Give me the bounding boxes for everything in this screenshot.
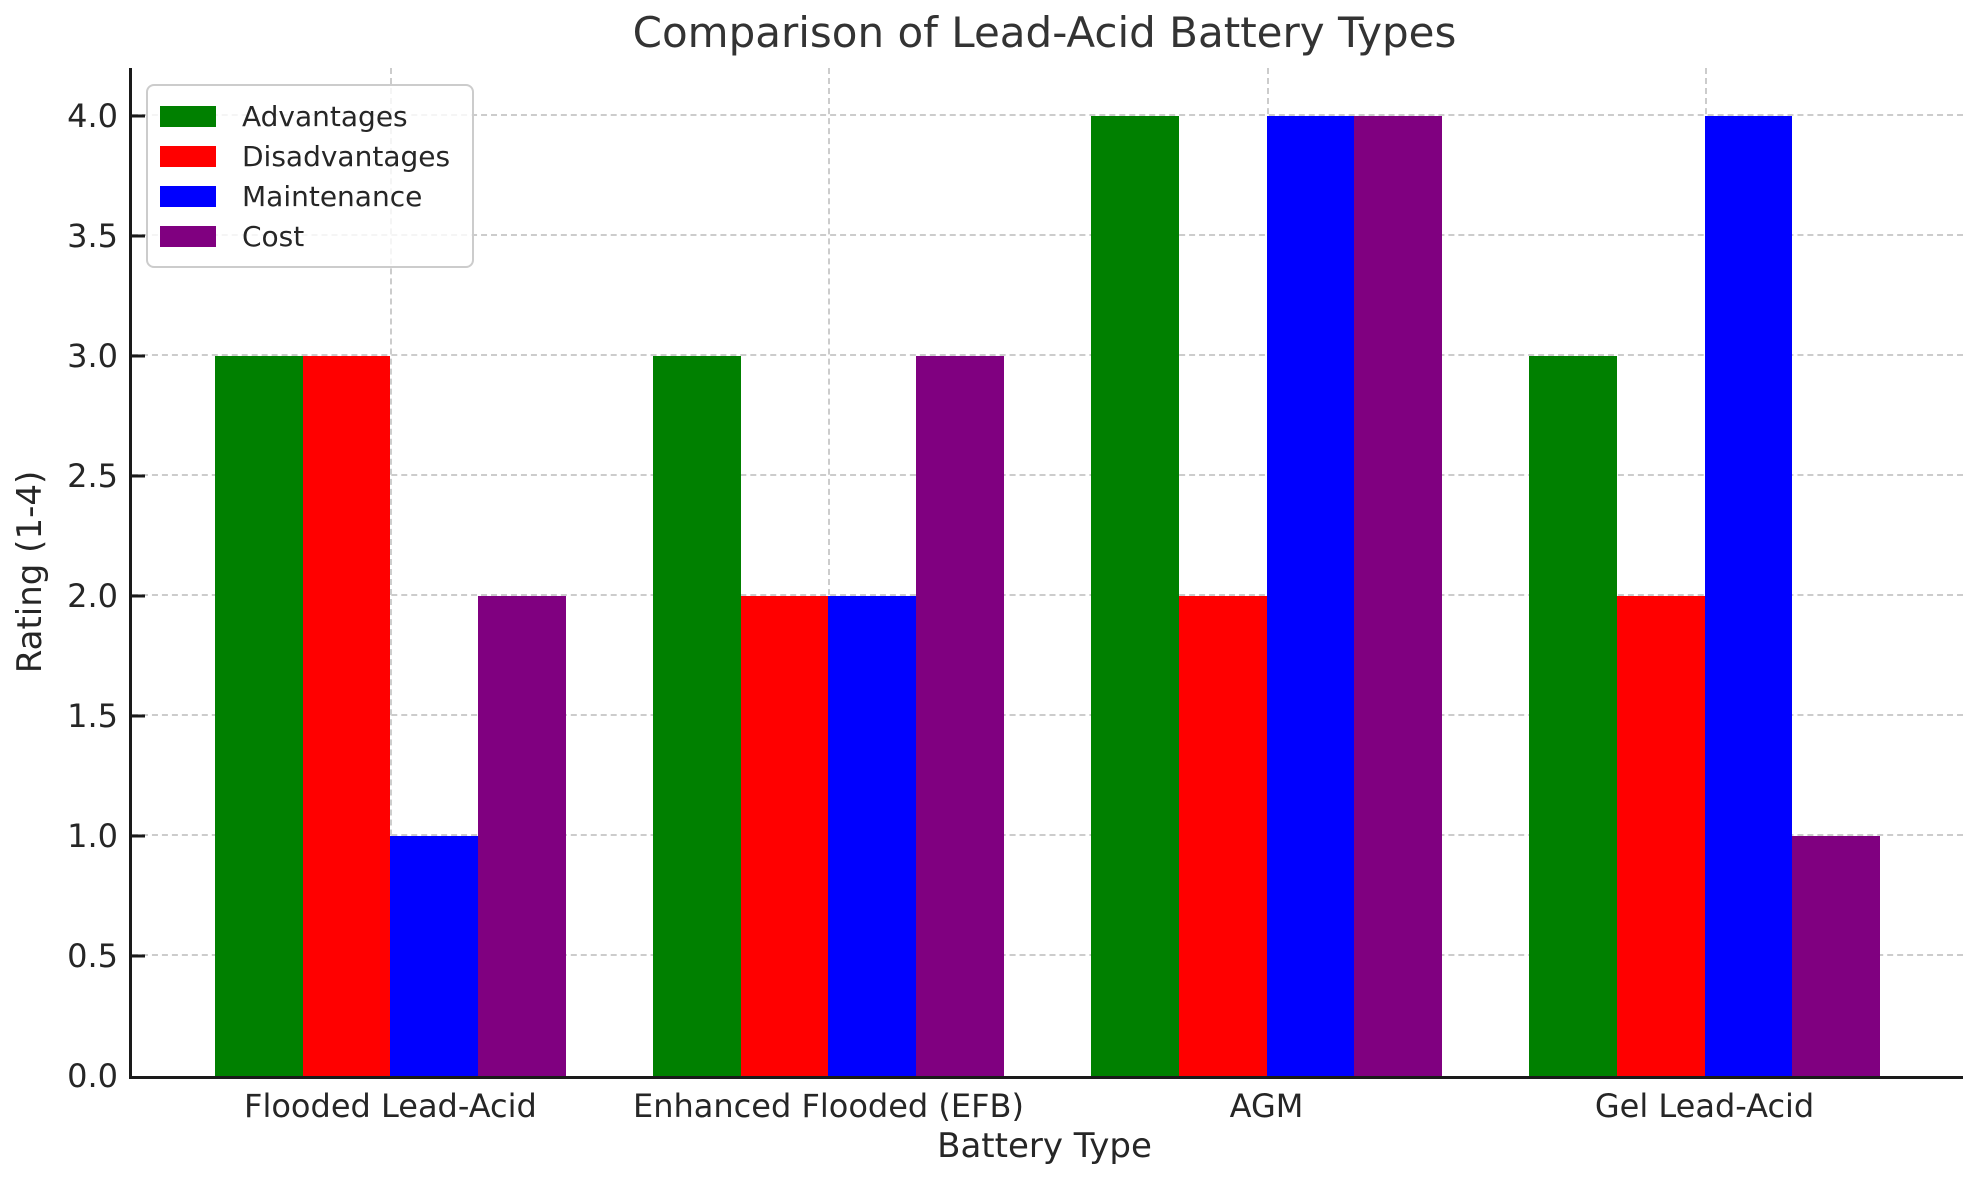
legend-item-advantages: Advantages (160, 96, 450, 136)
legend-item-cost: Cost (160, 216, 450, 256)
bar-flooded-lead-acid-advantages (215, 356, 303, 1076)
legend-label-advantages: Advantages (242, 99, 408, 133)
bar-agm-disadvantages (1178, 596, 1267, 1076)
bar-enhanced-flooded-efb-disadvantages (740, 596, 829, 1076)
y-tick-label: 2.5 (67, 457, 118, 495)
y-tick-mark (132, 354, 145, 358)
legend-item-disadvantages: Disadvantages (160, 136, 450, 176)
legend-swatch-disadvantages (160, 145, 216, 167)
legend-swatch-advantages (160, 105, 216, 127)
h-gridline (132, 594, 1963, 596)
bar-gel-lead-acid-maintenance (1704, 116, 1793, 1076)
y-tick-mark (132, 114, 145, 118)
bar-agm-maintenance (1266, 116, 1355, 1076)
y-tick-mark (132, 714, 145, 718)
bar-enhanced-flooded-efb-cost (916, 356, 1004, 1076)
h-gridline (132, 234, 1963, 236)
bar-enhanced-flooded-efb-advantages (653, 356, 741, 1076)
y-tick-mark (132, 234, 145, 238)
y-tick-mark (132, 954, 145, 958)
h-gridline (132, 354, 1963, 356)
legend-label-maintenance: Maintenance (242, 179, 423, 213)
bar-enhanced-flooded-efb-maintenance (828, 596, 917, 1076)
y-tick-label: 0.0 (67, 1057, 118, 1095)
x-tick-label: Gel Lead-Acid (1594, 1087, 1815, 1125)
v-gridline (828, 68, 831, 1076)
bar-flooded-lead-acid-disadvantages (302, 356, 391, 1076)
plot-area: Advantages Disadvantages Maintenance Cost 0… (67, 68, 1963, 1122)
y-tick-label: 0.5 (67, 937, 118, 975)
bar-agm-cost (1354, 116, 1442, 1076)
x-tick-label: AGM (1229, 1087, 1304, 1125)
y-tick-label: 4.0 (67, 97, 118, 135)
y-tick-label: 1.5 (67, 697, 118, 735)
y-tick-label: 3.5 (67, 217, 118, 255)
legend-swatch-cost (160, 225, 216, 247)
chart-title: Comparison of Lead-Acid Battery Types (632, 8, 1457, 57)
v-gridline (390, 68, 393, 1076)
y-tick-label: 2.0 (67, 577, 118, 615)
y-axis-label: Rating (1-4) (10, 470, 50, 674)
bar-gel-lead-acid-disadvantages (1616, 596, 1705, 1076)
bar-agm-advantages (1091, 116, 1179, 1076)
y-tick-label: 1.0 (67, 817, 118, 855)
legend-label-disadvantages: Disadvantages (242, 139, 451, 173)
x-tick-label: Enhanced Flooded (EFB) (633, 1087, 1024, 1125)
y-tick-label: 3.0 (67, 337, 118, 375)
y-tick-mark (132, 474, 145, 478)
bar-flooded-lead-acid-cost (478, 596, 566, 1076)
h-gridline (132, 714, 1963, 716)
legend-item-maintenance: Maintenance (160, 176, 450, 216)
y-tick-mark (132, 834, 145, 838)
legend-swatch-maintenance (160, 185, 216, 207)
h-gridline (132, 834, 1963, 836)
bar-gel-lead-acid-advantages (1529, 356, 1617, 1076)
bar-gel-lead-acid-cost (1792, 836, 1880, 1076)
h-gridline (132, 954, 1963, 956)
bar-flooded-lead-acid-maintenance (390, 836, 479, 1076)
legend-label-cost: Cost (242, 219, 305, 253)
y-tick-mark (132, 594, 145, 598)
x-axis-label: Battery Type (937, 1126, 1152, 1166)
legend: Advantages Disadvantages Maintenance Cost (146, 84, 475, 268)
h-gridline (132, 114, 1963, 116)
x-tick-label: Flooded Lead-Acid (244, 1087, 537, 1125)
h-gridline (132, 474, 1963, 476)
